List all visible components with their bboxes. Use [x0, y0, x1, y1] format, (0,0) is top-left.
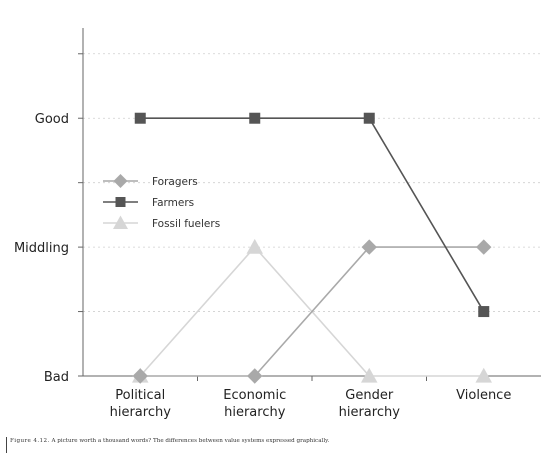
- legend-marker: [113, 215, 128, 229]
- legend-marker: [113, 174, 128, 188]
- data-point-diamond: [132, 368, 148, 384]
- data-point-square: [249, 112, 261, 124]
- series-foragers: [132, 239, 492, 384]
- axes: [78, 28, 541, 381]
- data-point-triangle: [361, 367, 378, 383]
- legend-label: Fossil fuelers: [152, 218, 220, 230]
- chart: Bad Middling Good Political hierarchy Econom…: [14, 28, 541, 420]
- data-point-square: [134, 112, 146, 124]
- legend-label: Farmers: [152, 197, 194, 209]
- y-tick-label: Middling: [14, 241, 69, 256]
- data-point-square: [363, 112, 375, 124]
- legend-item: Fossil fuelers: [103, 215, 220, 230]
- x-tick-label: Political hierarchy: [110, 388, 172, 420]
- legend-marker: [115, 197, 126, 207]
- y-tick-label: Good: [35, 112, 69, 127]
- series-line: [140, 117, 485, 312]
- series-group: [132, 112, 492, 384]
- legend-label: Foragers: [152, 176, 198, 188]
- data-point-diamond: [247, 368, 263, 384]
- series-farmers: [134, 112, 490, 318]
- legend-item: Farmers: [103, 197, 194, 209]
- figure-caption: Figure 4.12. A picture worth a thousand …: [10, 438, 540, 444]
- legend-item: Foragers: [103, 174, 198, 188]
- data-point-triangle: [475, 367, 492, 383]
- legend: Foragers Farmers Fossil fuelers: [103, 174, 220, 230]
- x-tick-label: Violence: [456, 388, 511, 403]
- x-tick-labels: Political hierarchy Economic hierarchy Gende…: [110, 388, 512, 420]
- data-point-square: [478, 306, 490, 318]
- x-tick-label: Gender hierarchy: [339, 388, 401, 420]
- caption-figure-label: Figure 4.12.: [10, 438, 50, 444]
- x-tick-label: Economic hierarchy: [223, 388, 286, 420]
- data-point-triangle: [246, 238, 263, 254]
- y-tick-labels: Bad Middling Good: [14, 112, 69, 385]
- y-tick-label: Bad: [44, 370, 69, 385]
- caption-rule: [6, 437, 7, 453]
- caption-text: A picture worth a thousand words? The di…: [51, 438, 330, 444]
- data-point-diamond: [476, 239, 492, 255]
- series-line: [140, 246, 484, 377]
- data-point-diamond: [361, 239, 377, 255]
